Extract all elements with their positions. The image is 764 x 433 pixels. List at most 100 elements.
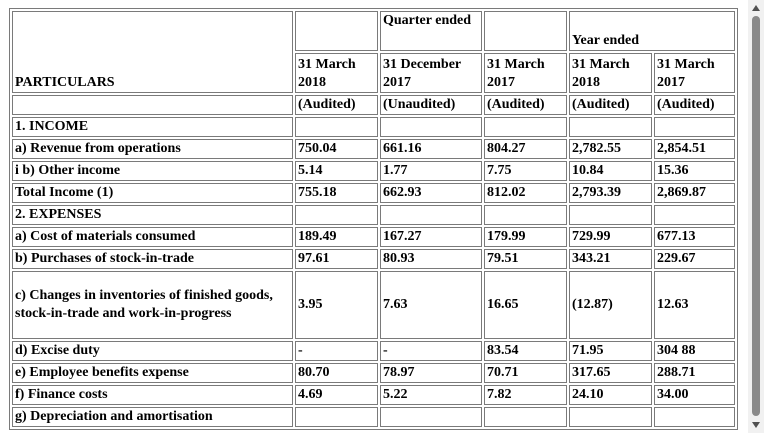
value-cell: 2,793.39 xyxy=(569,183,652,203)
arrow-up-icon xyxy=(752,5,760,11)
cell-value: 79.51 xyxy=(487,251,519,266)
cell-value: 10.84 xyxy=(572,163,604,178)
status-cell: (Audited) xyxy=(484,95,567,115)
value-cell: 4.69 xyxy=(295,385,378,405)
value-cell: 7.63 xyxy=(380,271,482,339)
header-empty-cell xyxy=(295,11,378,51)
header-row-status: (Audited) (Unaudited) (Audited) (Audited… xyxy=(12,95,735,115)
cell-value: 677.13 xyxy=(657,229,696,244)
cell-value: 71.95 xyxy=(572,343,604,358)
cell-value: 167.27 xyxy=(383,229,422,244)
cell-value: 12.63 xyxy=(657,297,689,312)
cell-value: 304 88 xyxy=(657,343,696,358)
value-cell: 24.10 xyxy=(569,385,652,405)
scrollbar-thumb[interactable] xyxy=(752,16,760,416)
value-cell: 2,869.87 xyxy=(654,183,735,203)
row-label: a) Revenue from operations xyxy=(15,141,181,156)
audit-status: (Audited) xyxy=(572,97,630,112)
value-cell xyxy=(295,117,378,137)
cell-value: 7.82 xyxy=(487,387,512,402)
value-cell: 5.22 xyxy=(380,385,482,405)
row-label-cell: b) Purchases of stock-in-trade xyxy=(12,249,293,269)
audit-status: (Audited) xyxy=(657,97,715,112)
value-cell xyxy=(380,407,482,427)
value-cell: 755.18 xyxy=(295,183,378,203)
value-cell: (12.87) xyxy=(569,271,652,339)
value-cell xyxy=(295,407,378,427)
row-label-cell: f) Finance costs xyxy=(12,385,293,405)
header-row-period: PARTICULARS Quarter ended Year ended xyxy=(12,11,735,93)
row-label: g) Depreciation and amortisation xyxy=(15,409,213,424)
row-label-cell: g) Depreciation and amortisation xyxy=(12,407,293,427)
cell-value: 750.04 xyxy=(298,141,337,156)
table-row: g) Depreciation and amortisation xyxy=(12,407,735,427)
cell-value: 34.00 xyxy=(657,387,689,402)
financial-results-table: PARTICULARS Quarter ended Year ended 31 … xyxy=(9,8,738,430)
cell-value: 229.67 xyxy=(657,251,696,266)
value-cell: 15.36 xyxy=(654,161,735,181)
date-heading: 31 March 2018 xyxy=(572,57,630,90)
cell-value: 15.36 xyxy=(657,163,689,178)
value-cell xyxy=(569,205,652,225)
value-cell: 661.16 xyxy=(380,139,482,159)
vertical-scrollbar[interactable] xyxy=(748,0,764,433)
table-row: 1. INCOME xyxy=(12,117,735,137)
value-cell: 167.27 xyxy=(380,227,482,247)
status-cell: (Audited) xyxy=(295,95,378,115)
table-row: d) Excise duty - - 83.54 71.95 304 88 xyxy=(12,341,735,361)
value-cell: 70.71 xyxy=(484,363,567,383)
value-cell: 677.13 xyxy=(654,227,735,247)
value-cell: 10.84 xyxy=(569,161,652,181)
date-heading: 31 March 2018 xyxy=(298,57,356,90)
scroll-down-button[interactable] xyxy=(748,417,764,433)
cell-value: 16.65 xyxy=(487,297,519,312)
row-label: Total Income (1) xyxy=(15,185,114,200)
cell-value: 2,793.39 xyxy=(572,185,621,200)
value-cell: - xyxy=(380,341,482,361)
cell-value: 7.75 xyxy=(487,163,512,178)
cell-value: 70.71 xyxy=(487,365,519,380)
scroll-up-button[interactable] xyxy=(748,0,764,16)
value-cell: 189.49 xyxy=(295,227,378,247)
cell-value: 2,782.55 xyxy=(572,141,621,156)
date-heading: 31 March 2017 xyxy=(657,57,715,90)
quarter-ended-heading: Quarter ended xyxy=(383,13,472,28)
row-label: 2. EXPENSES xyxy=(15,207,102,222)
value-cell: 2,782.55 xyxy=(569,139,652,159)
date-header-cell: 31 March 2017 xyxy=(484,53,567,93)
value-cell: 729.99 xyxy=(569,227,652,247)
value-cell: 71.95 xyxy=(569,341,652,361)
table-row: a) Revenue from operations 750.04 661.16 80… xyxy=(12,139,735,159)
cell-value: 729.99 xyxy=(572,229,611,244)
row-label: i b) Other income xyxy=(15,163,121,178)
header-empty-cell xyxy=(484,11,567,51)
value-cell: 80.70 xyxy=(295,363,378,383)
row-label-cell: e) Employee benefits expense xyxy=(12,363,293,383)
year-ended-heading: Year ended xyxy=(572,33,640,48)
table-row: Total Income (1) 755.18 662.93 812.02 2,793.… xyxy=(12,183,735,203)
audit-status: (Unaudited) xyxy=(383,97,456,112)
table-row: 2. EXPENSES xyxy=(12,205,735,225)
row-label: e) Employee benefits expense xyxy=(15,365,189,380)
cell-value: 288.71 xyxy=(657,365,696,380)
cell-value: 4.69 xyxy=(298,387,323,402)
value-cell: 16.65 xyxy=(484,271,567,339)
cell-value: - xyxy=(383,343,388,358)
cell-value: - xyxy=(298,343,303,358)
row-label-cell: 1. INCOME xyxy=(12,117,293,137)
value-cell xyxy=(569,407,652,427)
row-label-cell: Total Income (1) xyxy=(12,183,293,203)
row-label: d) Excise duty xyxy=(15,343,100,358)
particulars-heading: PARTICULARS xyxy=(15,75,115,90)
document-viewport: PARTICULARS Quarter ended Year ended 31 … xyxy=(9,8,738,430)
table-row: i b) Other income 5.14 1.77 7.75 10.84 15.36 xyxy=(12,161,735,181)
row-label-cell: 2. EXPENSES xyxy=(12,205,293,225)
cell-value: 7.63 xyxy=(383,297,408,312)
value-cell: 1.77 xyxy=(380,161,482,181)
date-header-cell: 31 December 2017 xyxy=(380,53,482,93)
date-heading: 31 December 2017 xyxy=(383,57,461,90)
value-cell xyxy=(569,117,652,137)
cell-value: 24.10 xyxy=(572,387,604,402)
year-ended-cell: Year ended xyxy=(569,11,735,51)
table-row: a) Cost of materials consumed 189.49 167.2… xyxy=(12,227,735,247)
